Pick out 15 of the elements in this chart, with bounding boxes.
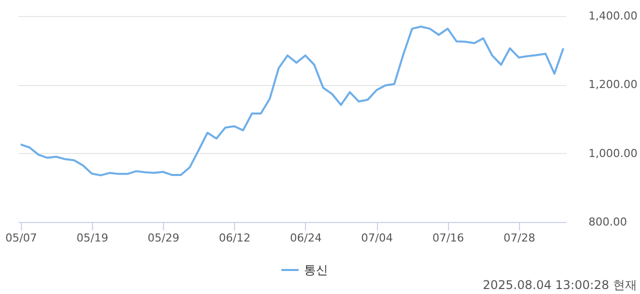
line-series — [20, 26, 564, 176]
x-tick-label: 05/29 — [148, 232, 180, 244]
y-tick-label: 1,000.00 — [588, 146, 638, 160]
y-tick-label: 1,200.00 — [588, 78, 638, 92]
y-tick-label: 1,400.00 — [588, 10, 638, 22]
x-tick-label: 07/28 — [504, 232, 536, 244]
x-tick-label: 06/24 — [290, 232, 322, 244]
x-tick-label: 05/07 — [5, 232, 38, 244]
text: 2025.08.04 13:00:28 현재 — [482, 278, 637, 292]
x-tick-label: 07/16 — [432, 232, 464, 244]
legend-label: 통신 — [304, 263, 328, 277]
x-tick-label: 07/04 — [361, 232, 393, 244]
y-tick-label: 800.00 — [588, 216, 627, 228]
x-tick-label: 06/12 — [218, 232, 251, 244]
x-tick-label: 05/19 — [76, 232, 108, 244]
